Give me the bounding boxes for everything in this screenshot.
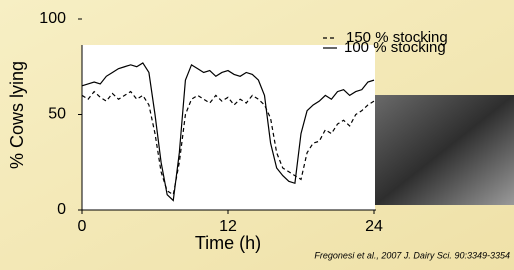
citation: Fregonesi et al., 2007 J. Dairy Sci. 90:… xyxy=(314,250,510,260)
legend-label: 100 % stocking xyxy=(344,39,446,56)
x-tick-label: 12 xyxy=(219,218,237,235)
x-tick-label: 24 xyxy=(365,218,383,235)
y-tick-label: 0 xyxy=(57,201,66,218)
slide: % Cows lying Time (h) Fregonesi et al., … xyxy=(0,0,514,270)
y-tick-label: 100 xyxy=(39,10,66,27)
y-tick-label: 50 xyxy=(48,106,66,123)
x-axis-label: Time (h) xyxy=(195,233,261,253)
y-axis-label: % Cows lying xyxy=(7,61,27,169)
photo xyxy=(375,95,514,205)
x-tick-label: 0 xyxy=(78,218,87,235)
plot-area xyxy=(82,45,375,210)
